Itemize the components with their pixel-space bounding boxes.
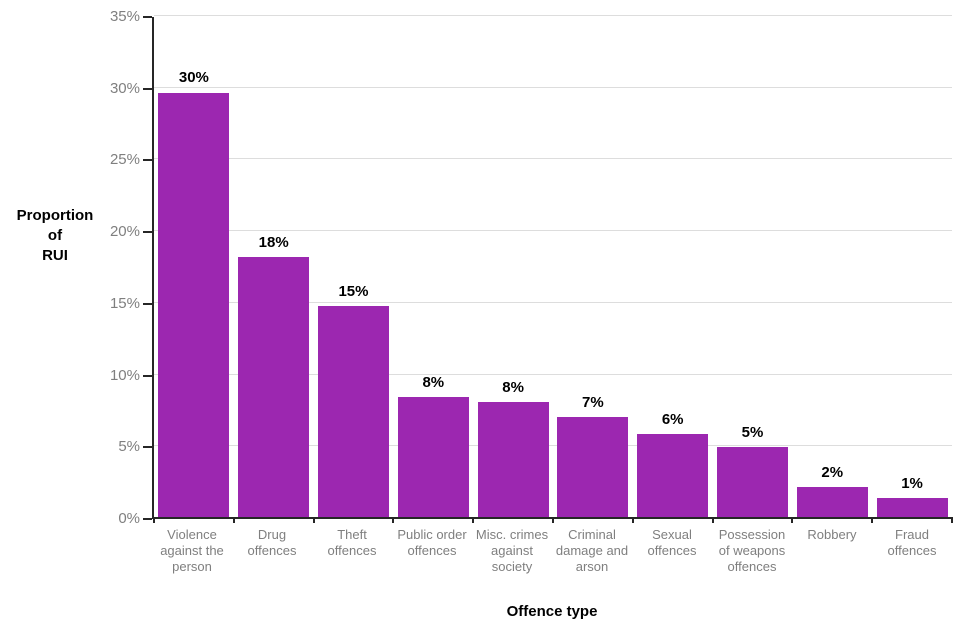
bar — [557, 416, 629, 517]
x-tick-mark — [153, 517, 155, 523]
x-tick-mark — [552, 517, 554, 523]
bar — [238, 257, 310, 517]
x-tick-mark — [711, 517, 714, 523]
x-axis-title: Offence type — [506, 603, 598, 620]
gridline — [154, 445, 952, 446]
bar — [796, 486, 868, 517]
y-tick-mark — [143, 16, 152, 18]
bar-value-label: 30% — [178, 69, 209, 86]
x-axis-labels: Violence against the person Drug offences… — [152, 527, 952, 575]
x-tick-label: Misc. crimes against society — [475, 527, 549, 574]
y-axis-title: Proportion of RUI — [16, 207, 94, 264]
bar-slot: 30% — [154, 17, 234, 517]
x-tick-mark — [312, 517, 315, 523]
gridline — [154, 230, 952, 231]
x-tick-mark — [871, 517, 874, 523]
gridline — [154, 15, 952, 16]
x-tick-label: Possession of weapons offences — [718, 527, 786, 574]
x-tick-label: Theft offences — [327, 527, 377, 558]
bar-value-label: 7% — [582, 394, 604, 411]
y-tick-mark — [143, 303, 152, 305]
gridline — [154, 158, 952, 159]
bar-value-label: 1% — [901, 475, 923, 492]
x-tick-label: Violence against the person — [160, 527, 224, 574]
bar-value-label: 8% — [502, 379, 524, 396]
bar — [876, 498, 948, 517]
bar-slot: 8% — [393, 17, 473, 517]
y-tick-label: 0% — [118, 510, 140, 527]
x-tick-mark — [631, 517, 634, 523]
y-tick-mark — [143, 446, 152, 448]
bar-slot: 18% — [234, 17, 314, 517]
x-tick-mark — [232, 517, 235, 523]
y-tick-mark — [143, 159, 152, 161]
x-tick-label: Sexual offences — [647, 527, 697, 558]
bar — [637, 433, 709, 517]
y-tick-mark — [143, 518, 152, 520]
bar — [716, 446, 788, 517]
y-tick-label: 10% — [109, 367, 140, 384]
bar-value-label: 5% — [741, 424, 764, 441]
x-tick-label: Public order offences — [397, 527, 467, 558]
y-tick-label: 25% — [109, 151, 140, 168]
y-tick-label: 30% — [109, 80, 140, 97]
y-tick-mark — [143, 88, 152, 90]
bar-slot: 7% — [553, 17, 633, 517]
y-tick-mark — [143, 375, 152, 377]
y-tick-label: 35% — [109, 8, 140, 25]
x-tick-mark — [392, 517, 395, 523]
bar-slot: 15% — [314, 17, 394, 517]
gridline — [154, 87, 952, 88]
x-tick-mark — [472, 517, 475, 523]
bar-slot: 2% — [792, 17, 872, 517]
x-tick-label: Criminal damage and arson — [555, 527, 629, 574]
x-tick-label: Robbery — [807, 527, 857, 542]
bar-slot: 5% — [713, 17, 793, 517]
x-tick-mark — [791, 517, 794, 523]
bar-value-label: 18% — [258, 234, 289, 251]
gridline — [154, 374, 952, 375]
plot-area: 30% 18% 15% 8% 8% 7% 6% 5% 2% 1% — [152, 15, 953, 523]
bar — [158, 92, 230, 517]
bars-row: 30% 18% 15% 8% 8% 7% 6% 5% 2% 1% — [154, 17, 952, 517]
gridline — [154, 302, 952, 303]
bar-slot: 1% — [872, 17, 952, 517]
bar — [477, 402, 549, 517]
y-tick-mark — [143, 231, 152, 233]
bar-value-label: 6% — [661, 411, 684, 428]
bar — [317, 306, 389, 517]
y-tick-label: 5% — [118, 438, 140, 455]
x-tick-mark — [951, 517, 953, 523]
y-tick-label: 15% — [109, 295, 140, 312]
bar — [397, 396, 469, 517]
bar-value-label: 2% — [821, 464, 844, 481]
x-tick-label: Fraud offences — [887, 527, 937, 558]
bar-slot: 6% — [633, 17, 713, 517]
bar-slot: 8% — [473, 17, 553, 517]
bar-value-label: 8% — [422, 374, 445, 391]
y-tick-label: 20% — [109, 223, 140, 240]
x-tick-label: Drug offences — [247, 527, 297, 558]
bar-value-label: 15% — [338, 283, 369, 300]
